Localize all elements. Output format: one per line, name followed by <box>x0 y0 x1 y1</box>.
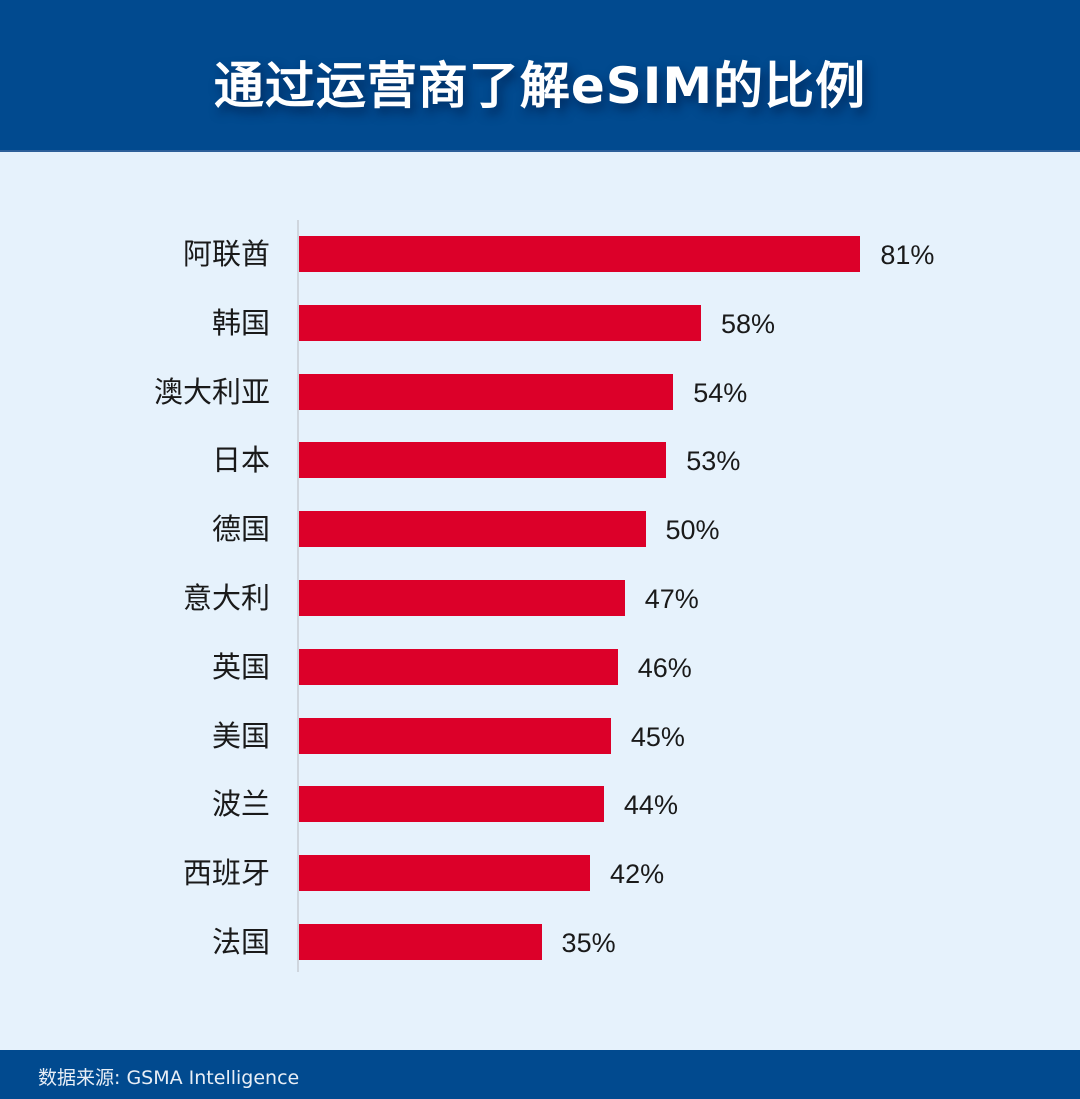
category-label: 德国 <box>211 512 270 547</box>
value-label: 58% <box>720 308 775 339</box>
bar-row: 法国 35% <box>0 924 1080 960</box>
chart-title: 通过运营商了解eSIM的比例 <box>213 57 867 115</box>
bar <box>299 717 611 754</box>
category-label: 日本 <box>211 443 270 478</box>
value-label: 54% <box>693 377 748 408</box>
bar <box>299 442 667 479</box>
bar <box>299 786 604 823</box>
bar <box>299 304 701 341</box>
bar-row: 日本 53% <box>0 442 1080 479</box>
value-label: 46% <box>637 652 692 683</box>
bar-row: 意大利 47% <box>0 580 1080 616</box>
value-label: 53% <box>686 446 741 477</box>
bar <box>299 511 646 548</box>
y-axis-line <box>297 220 299 972</box>
bar <box>299 580 625 616</box>
category-label: 法国 <box>211 925 270 959</box>
bar-row: 德国 50% <box>0 511 1080 548</box>
bar <box>299 236 861 272</box>
bar <box>299 924 542 960</box>
value-label: 44% <box>623 790 678 821</box>
value-label: 42% <box>610 859 665 890</box>
value-label: 81% <box>880 240 935 270</box>
header-banner: 通过运营商了解eSIM的比例 <box>0 0 1080 152</box>
category-label: 澳大利亚 <box>153 374 270 409</box>
bar <box>299 855 591 892</box>
bar-row: 澳大利亚 54% <box>0 373 1080 410</box>
bar-chart: 阿联酋 81% 韩国 58% 澳大利亚 54% 日本 53% 德国 50% 意大利 47% 英国 46% 美… <box>0 152 1080 1050</box>
value-label: 35% <box>561 928 616 958</box>
bar-row: 阿联酋 81% <box>0 236 1080 272</box>
category-label: 波兰 <box>211 787 270 822</box>
category-label: 阿联酋 <box>182 237 270 271</box>
bar-row: 西班牙 42% <box>0 855 1080 892</box>
bar <box>299 373 674 410</box>
bar-row: 美国 45% <box>0 717 1080 754</box>
category-label: 韩国 <box>211 305 270 340</box>
bar <box>299 648 618 685</box>
category-label: 意大利 <box>182 581 270 615</box>
data-source: 数据来源: GSMA Intelligence <box>38 1067 300 1089</box>
bar-row: 英国 46% <box>0 648 1080 685</box>
category-label: 西班牙 <box>182 856 270 891</box>
category-label: 美国 <box>211 718 270 753</box>
value-label: 47% <box>644 584 699 614</box>
bar-row: 波兰 44% <box>0 786 1080 823</box>
value-label: 45% <box>630 721 685 752</box>
value-label: 50% <box>665 515 720 546</box>
category-label: 英国 <box>211 649 270 684</box>
bar-row: 韩国 58% <box>0 304 1080 341</box>
footer-banner: 数据来源: GSMA Intelligence <box>0 1050 1080 1099</box>
